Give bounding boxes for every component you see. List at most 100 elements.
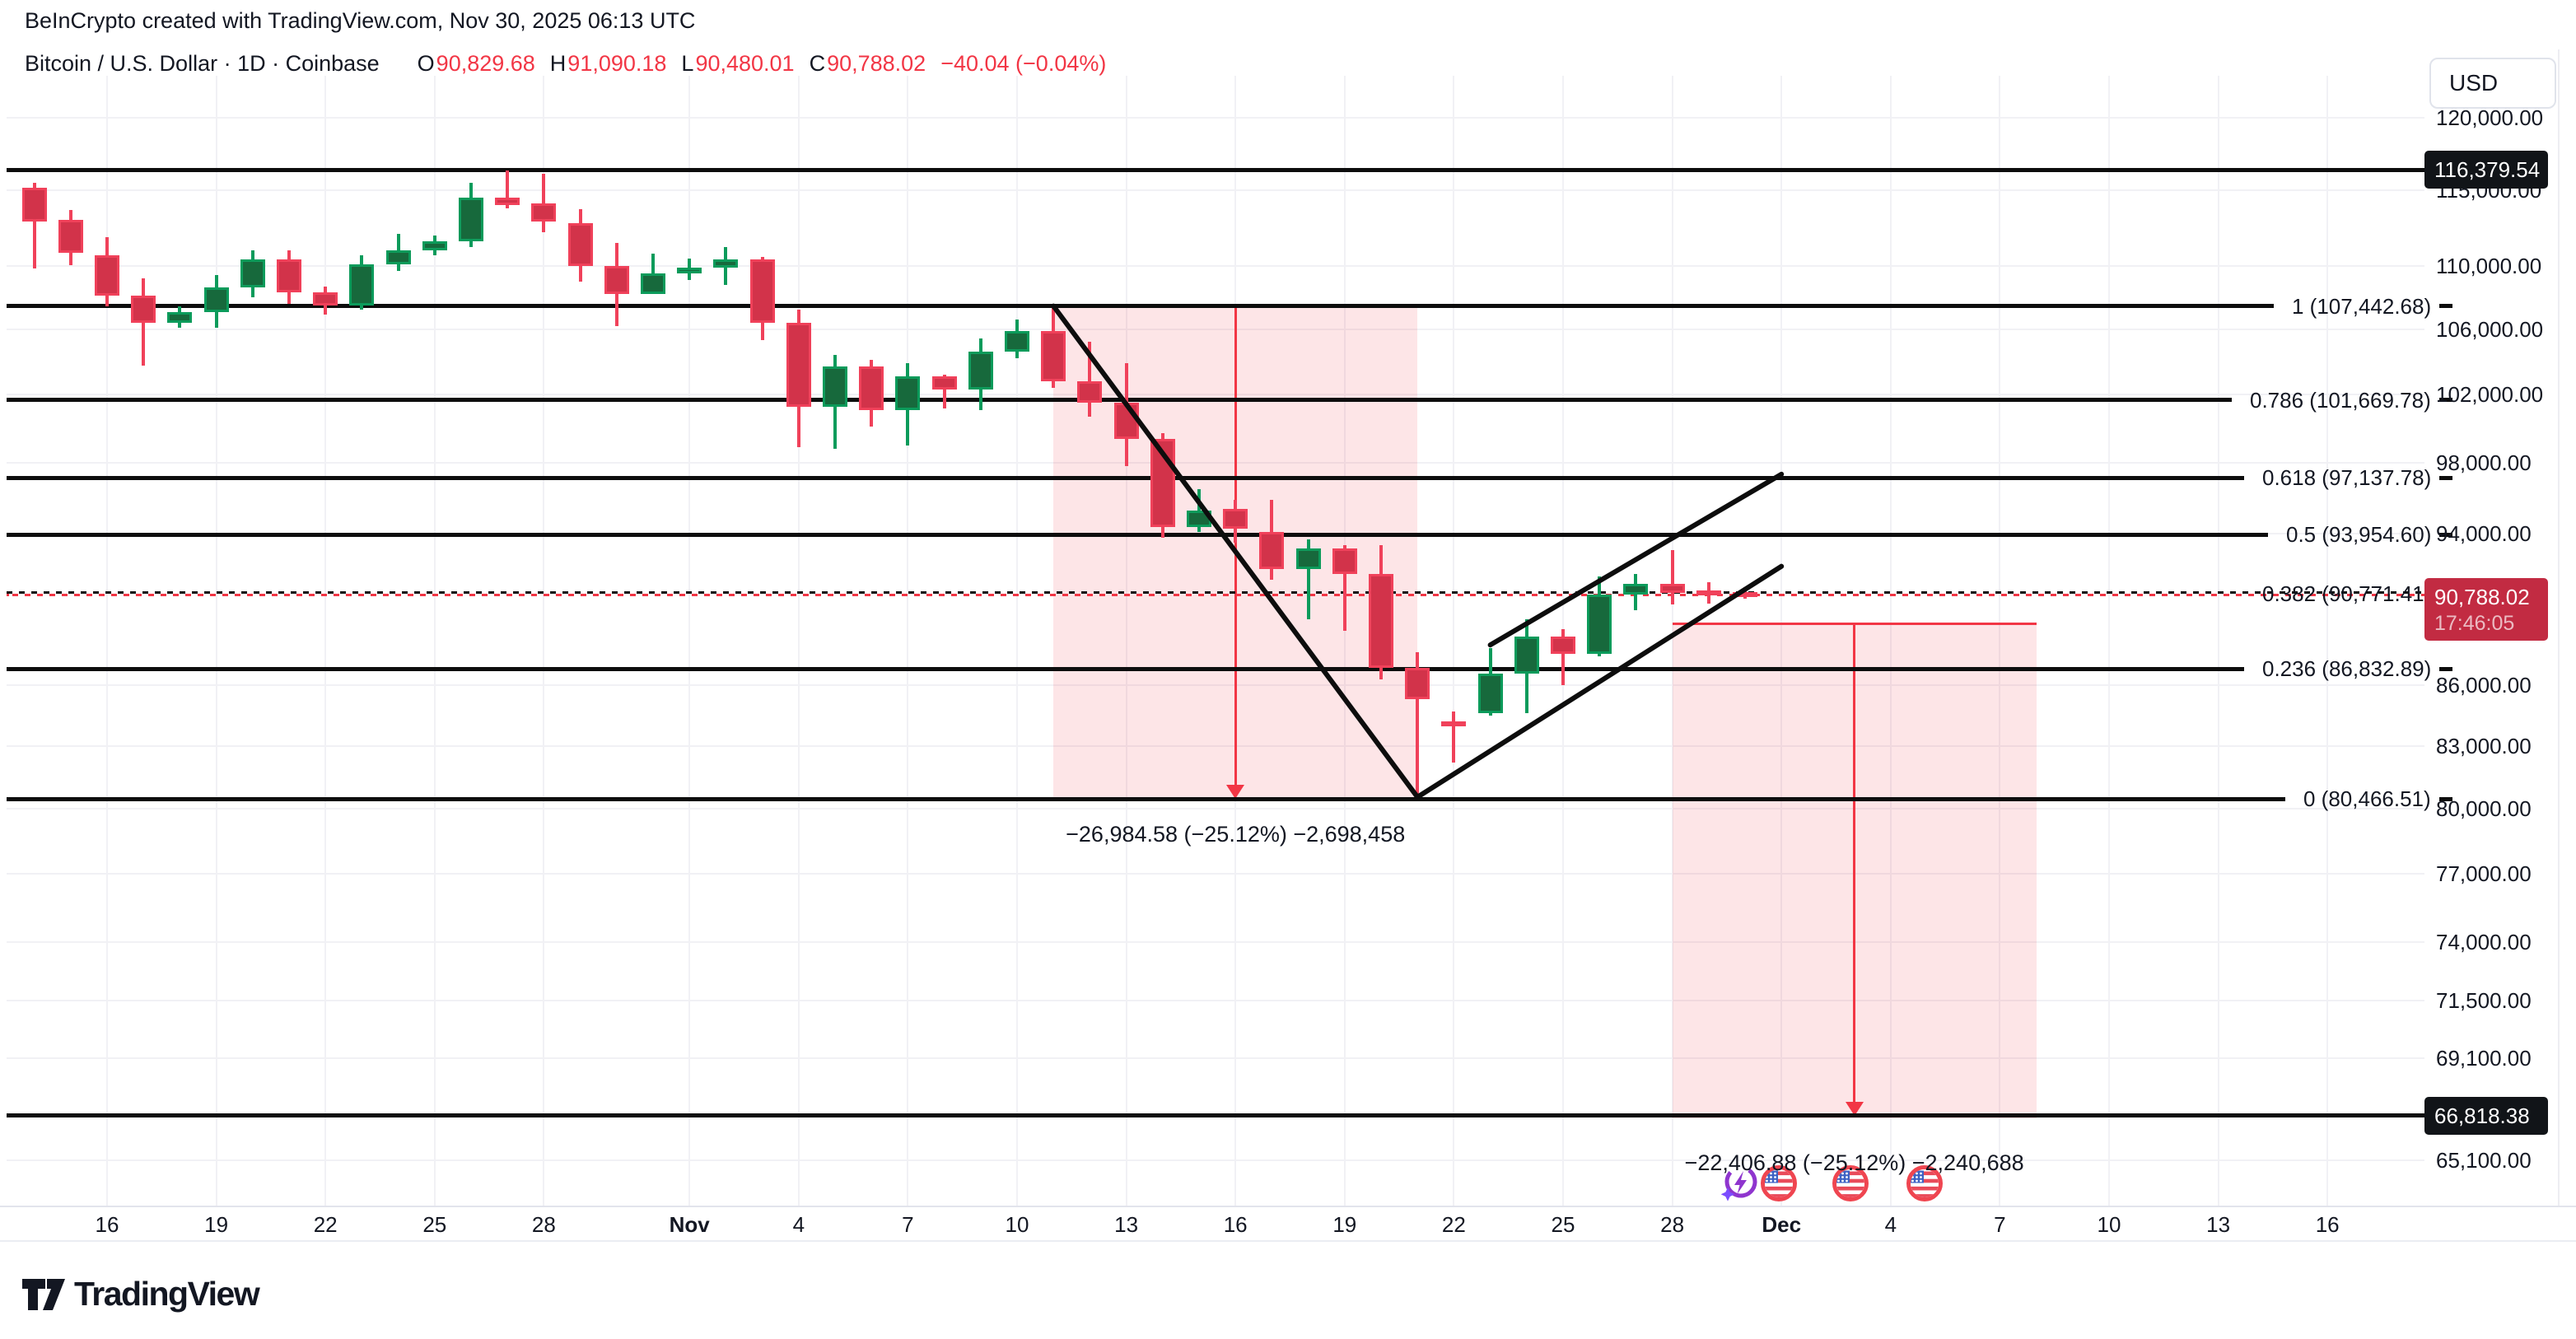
fib-line	[7, 398, 2232, 403]
horizontal-gridline	[7, 999, 2424, 1001]
candle-body	[58, 220, 83, 254]
candle-body	[1077, 381, 1103, 404]
candle-body	[1223, 508, 1248, 529]
candle-body	[459, 197, 483, 242]
vertical-gridline	[907, 76, 909, 1206]
candle-wick	[1088, 342, 1092, 417]
fib-level-label: 0 (80,466.51)	[2303, 786, 2431, 812]
vertical-gridline	[215, 76, 217, 1206]
ohlc-readout: O 90,829.68 H 91,090.18 L 90,480.01 C 90,788…	[403, 51, 1107, 77]
us-economic-event-icon[interactable]	[1832, 1164, 1870, 1203]
time-axis-label: 25	[422, 1212, 447, 1237]
candle-body	[277, 259, 301, 293]
price-axis-label: 77,000.00	[2436, 861, 2532, 887]
us-economic-event-icon[interactable]	[1760, 1164, 1799, 1203]
candle-wick	[1670, 550, 1674, 604]
fib-level-label: 0.5 (93,954.60)	[2286, 522, 2432, 548]
low-value: 90,480.01	[695, 51, 795, 76]
candle-wick	[506, 170, 510, 208]
candle-body	[313, 292, 338, 306]
candle-body	[1623, 583, 1649, 595]
vertical-gridline	[324, 76, 327, 1206]
candle-body	[823, 366, 847, 407]
time-axis-label: 22	[1441, 1212, 1466, 1237]
candle-body	[422, 241, 447, 251]
candle-body	[859, 366, 884, 410]
candle-body	[240, 259, 265, 288]
projection-arrow-head	[1845, 1101, 1864, 1116]
time-axis-label: Dec	[1762, 1212, 1802, 1237]
candle-body	[349, 264, 375, 306]
candle-body	[203, 287, 229, 313]
high-label: H	[549, 51, 567, 76]
candle-body	[1005, 330, 1029, 352]
price-level-line	[7, 1113, 2424, 1118]
vertical-gridline	[1016, 76, 1018, 1206]
time-axis-label: 16	[1223, 1212, 1248, 1237]
time-axis-label: 13	[1114, 1212, 1139, 1237]
vertical-gridline	[1453, 76, 1455, 1206]
fib-line	[7, 666, 2244, 671]
price-axis-label: 65,100.00	[2436, 1147, 2532, 1173]
candle-body	[641, 273, 665, 295]
change-value: −40.04 (−0.04%)	[940, 51, 1107, 76]
price-level-badge-high: 116,379.54	[2424, 151, 2548, 189]
tradingview-logo-icon	[22, 1278, 65, 1310]
candle-body	[1369, 574, 1393, 668]
candle-body	[1150, 438, 1175, 527]
price-scale-border	[2558, 49, 2560, 1206]
fib-level-label: 0.236 (86,832.89)	[2262, 656, 2432, 682]
candle-body	[968, 352, 993, 390]
fib-level-tick	[2439, 532, 2452, 537]
projection-arrow-shaft	[1853, 625, 1856, 1106]
ai-lightning-event-icon[interactable]	[1718, 1161, 1762, 1206]
tradingview-branding[interactable]: TradingView	[21, 1275, 260, 1313]
candle-body	[677, 267, 702, 274]
candle-body	[495, 197, 520, 205]
vertical-gridline	[2326, 76, 2329, 1206]
currency-toggle-button[interactable]: USD	[2429, 58, 2556, 109]
candle-body	[931, 376, 957, 390]
horizontal-gridline	[7, 116, 2424, 119]
time-axis-label: Nov	[669, 1212, 710, 1237]
price-range-label: −22,406.88 (−25.12%) −2,240,688	[1684, 1150, 2024, 1175]
fib-level-label: 0.618 (97,137.78)	[2262, 465, 2432, 491]
vertical-gridline	[797, 76, 800, 1206]
fib-level-tick	[2439, 398, 2452, 403]
horizontal-gridline	[7, 940, 2424, 943]
fib-line	[7, 796, 2285, 801]
price-axis-label: 98,000.00	[2436, 450, 2532, 476]
time-axis-label: 10	[2097, 1212, 2121, 1237]
close-label: C	[809, 51, 826, 76]
candle-body	[713, 259, 739, 268]
fib-level-tick	[2439, 304, 2452, 309]
time-axis-label: 28	[531, 1212, 556, 1237]
current-price-line	[7, 594, 2424, 597]
time-axis-label: 10	[1005, 1212, 1029, 1237]
candle-wick	[1452, 711, 1456, 763]
time-axis-label: 4	[792, 1212, 805, 1237]
vertical-gridline	[1999, 76, 2001, 1206]
fib-level-tick	[2439, 796, 2452, 801]
price-scale[interactable]: USD 116,379.54 90,788.02 17:46:05 66,818…	[2424, 0, 2576, 1206]
fib-level-label: 0.786 (101,669.78)	[2250, 387, 2431, 413]
candle-body	[131, 296, 156, 324]
horizontal-gridline	[7, 189, 2424, 191]
candle-wick	[542, 174, 546, 232]
symbol-title: Bitcoin / U.S. Dollar · 1D · Coinbase	[25, 51, 380, 76]
fib-dotted-line	[7, 590, 2424, 594]
price-range-label: −26,984.58 (−25.12%) −2,698,458	[1066, 822, 1406, 847]
candle-body	[749, 259, 775, 323]
candle-body	[1514, 637, 1539, 674]
price-axis-label: 74,000.00	[2436, 929, 2532, 954]
close-value: 90,788.02	[827, 51, 926, 76]
bar-countdown: 17:46:05	[2434, 612, 2515, 636]
fib-level-tick	[2439, 475, 2452, 480]
time-axis-top-border	[0, 1206, 2576, 1207]
fib-level-label: 0.382 (90,771.41)	[2262, 581, 2432, 606]
fib-line	[7, 475, 2244, 480]
us-economic-event-icon[interactable]	[1905, 1164, 1944, 1203]
